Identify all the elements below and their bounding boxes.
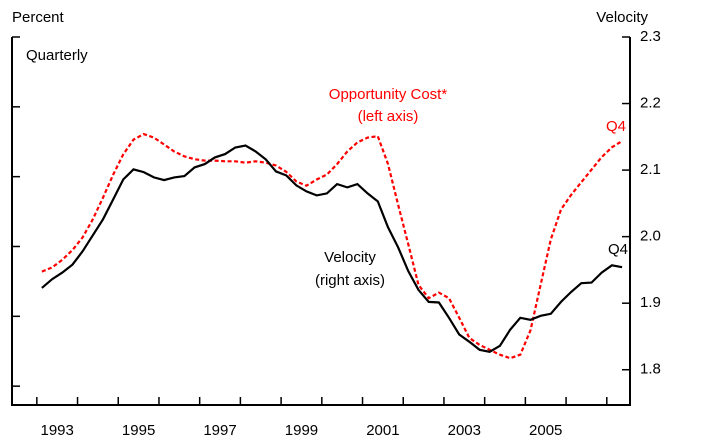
y2-tick-label: 2.2 xyxy=(640,95,661,112)
y2-tick-label: 2.1 xyxy=(640,161,661,178)
x-tick-label: 1997 xyxy=(203,422,236,439)
annotation: Velocity xyxy=(324,249,376,266)
x-tick-label: 2005 xyxy=(529,422,562,439)
x-tick-label: 1999 xyxy=(285,422,318,439)
series-line xyxy=(41,132,623,360)
annotation: Q4 xyxy=(608,241,628,258)
x-tick-label: 2001 xyxy=(366,422,399,439)
annotation: (right axis) xyxy=(315,272,385,289)
subtitle: Quarterly xyxy=(26,47,88,64)
right-axis-title: Velocity xyxy=(596,9,648,26)
left-axis-title: Percent xyxy=(12,9,65,26)
annotation: Opportunity Cost* xyxy=(329,86,448,103)
y2-tick-label: 2.3 xyxy=(640,28,661,45)
x-tick-label: 2003 xyxy=(448,422,481,439)
x-tick-label: 1993 xyxy=(41,422,74,439)
annotation: (left axis) xyxy=(358,108,419,125)
y2-tick-label: 2.0 xyxy=(640,228,661,245)
y2-tick-label: 1.9 xyxy=(640,294,661,311)
x-tick-label: 1995 xyxy=(122,422,155,439)
series-line xyxy=(41,144,623,353)
annotation: Q4 xyxy=(606,118,626,135)
y2-tick-label: 1.8 xyxy=(640,361,661,378)
